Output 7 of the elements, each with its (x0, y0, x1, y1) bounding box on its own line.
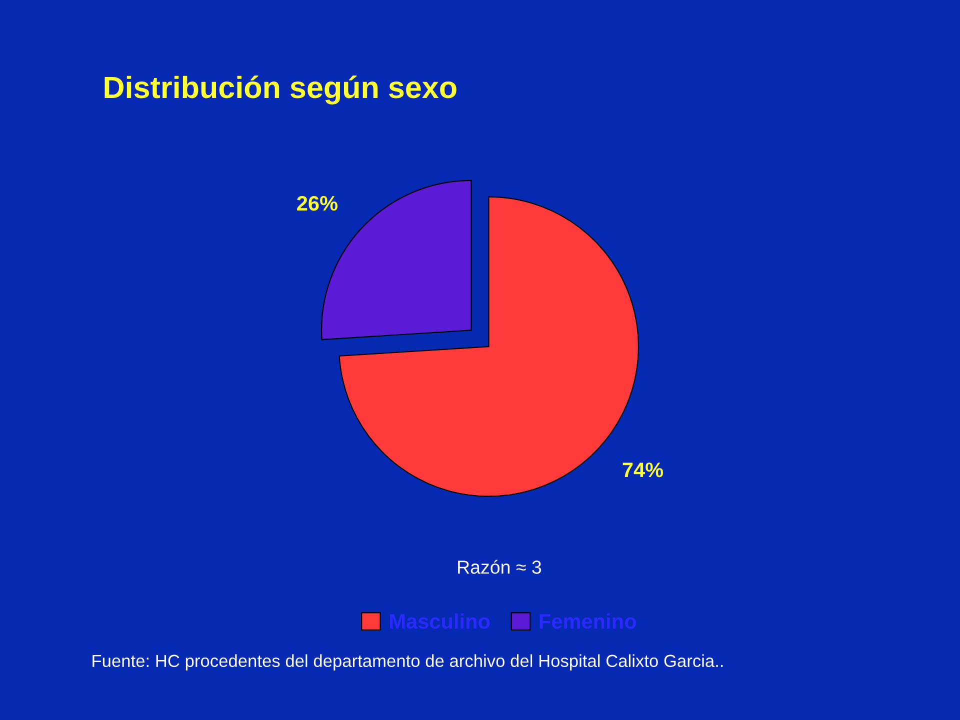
data-label: 74% (622, 462, 664, 478)
source-note: Fuente: HC procedentes del departamento de archivo del Hospital Calixto Garcia.. (92, 654, 723, 670)
legend-label: Masculino (390, 613, 490, 629)
chart-title: Distribución según sexo (104, 76, 456, 104)
text: Razón ≈ 3 (458, 560, 542, 574)
legend-label: Femenino (540, 613, 636, 629)
data-label: 26% (297, 196, 338, 211)
